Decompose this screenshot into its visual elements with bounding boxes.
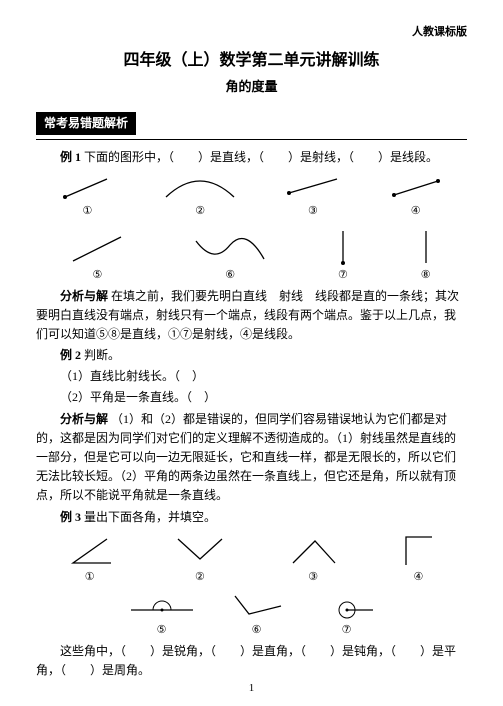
angle-1-num: ① <box>85 571 95 583</box>
fig-6-num: ⑥ <box>225 269 235 281</box>
fig-6-svg <box>190 231 270 267</box>
angle-3: ③ <box>285 533 341 587</box>
fig-2-svg <box>160 173 240 203</box>
example-2: 例 2 判断。 <box>36 346 467 365</box>
fig-4: ④ <box>386 173 446 221</box>
angle-row-2: ⑤ ⑥ ⑦ <box>36 592 467 640</box>
example-3-text: 量出下面各角，并填空。 <box>84 510 216 524</box>
angle-4-num: ④ <box>413 571 423 583</box>
fig-3-svg <box>283 173 343 203</box>
fig-7-num: ⑦ <box>338 269 348 281</box>
example-2-label: 例 2 <box>60 348 81 362</box>
angle-5-num: ⑤ <box>157 624 167 636</box>
example-1-label: 例 1 <box>60 150 81 164</box>
analysis-2: 分析与解 （1）和（2）都是错误的，但同学们容易错误地认为它们都是对的，这都是因… <box>36 410 467 506</box>
angle-5-svg <box>127 596 197 622</box>
angle-6: ⑥ <box>227 592 287 640</box>
fig-1-svg <box>57 173 117 203</box>
fig-5: ⑤ <box>67 231 127 285</box>
fig-4-svg <box>386 173 446 203</box>
fig-8-num: ⑧ <box>421 269 431 281</box>
angle-3-num: ③ <box>308 571 318 583</box>
fig-7-svg <box>333 227 353 267</box>
figure-row-2: ⑤ ⑥ ⑦ ⑧ <box>36 227 467 285</box>
fig-1: ① <box>57 173 117 221</box>
section-rule <box>36 139 467 140</box>
angle-7-num: ⑦ <box>342 624 352 636</box>
page-number: 1 <box>0 680 503 698</box>
fig-3: ③ <box>283 173 343 221</box>
fig-8: ⑧ <box>416 227 436 285</box>
angle-1: ① <box>65 533 115 587</box>
example-3-label: 例 3 <box>60 510 81 524</box>
fig-2: ② <box>160 173 240 221</box>
page-subtitle: 角的度量 <box>36 77 467 98</box>
fig-5-num: ⑤ <box>92 269 102 281</box>
example-1: 例 1 下面的图形中，（ ）是直线，（ ）是射线，（ ）是线段。 <box>36 148 467 167</box>
fig-6: ⑥ <box>190 231 270 285</box>
angle-2-num: ② <box>195 571 205 583</box>
example-2-item1: （1）直线比射线长。（ ） <box>36 367 467 386</box>
page-title: 四年级（上）数学第二单元讲解训练 <box>36 48 467 74</box>
angle-7-svg <box>317 596 377 622</box>
section-header: 常考易错题解析 <box>36 112 136 135</box>
angle-row-1: ① ② ③ ④ <box>36 533 467 587</box>
angle-1-svg <box>65 533 115 569</box>
angle-2: ② <box>172 533 228 587</box>
angle-7: ⑦ <box>317 596 377 640</box>
angle-2-svg <box>172 533 228 569</box>
fig-2-num: ② <box>195 205 205 217</box>
angle-5: ⑤ <box>127 596 197 640</box>
analysis-2-label: 分析与解 <box>60 412 108 426</box>
fig-5-svg <box>67 231 127 267</box>
angle-6-num: ⑥ <box>252 624 262 636</box>
example-3-footer: 这些角中，（ ）是锐角，（ ）是直角，（ ）是钝角，（ ）是平角，（ ）是周角。 <box>36 642 467 680</box>
figure-row-1: ① ② ③ ④ <box>36 173 467 221</box>
angle-6-svg <box>227 592 287 622</box>
example-2-head: 判断。 <box>84 348 120 362</box>
fig-8-svg <box>416 227 436 267</box>
publisher-label: 人教课标版 <box>36 24 467 42</box>
angle-4-svg <box>398 533 438 569</box>
analysis-1: 分析与解 在填之前，我们要先明白直线 射线 线段都是直的一条线；其次要明白直线没… <box>36 287 467 345</box>
angle-4: ④ <box>398 533 438 587</box>
fig-1-num: ① <box>82 205 92 217</box>
analysis-1-label: 分析与解 <box>60 289 108 303</box>
angle-3-svg <box>285 533 341 569</box>
fig-3-num: ③ <box>308 205 318 217</box>
fig-7: ⑦ <box>333 227 353 285</box>
example-3: 例 3 量出下面各角，并填空。 <box>36 508 467 527</box>
example-1-text: 下面的图形中，（ ）是直线，（ ）是射线，（ ）是线段。 <box>84 150 438 164</box>
fig-4-num: ④ <box>411 205 421 217</box>
example-2-item2: （2）平角是一条直线。（ ） <box>36 388 467 407</box>
